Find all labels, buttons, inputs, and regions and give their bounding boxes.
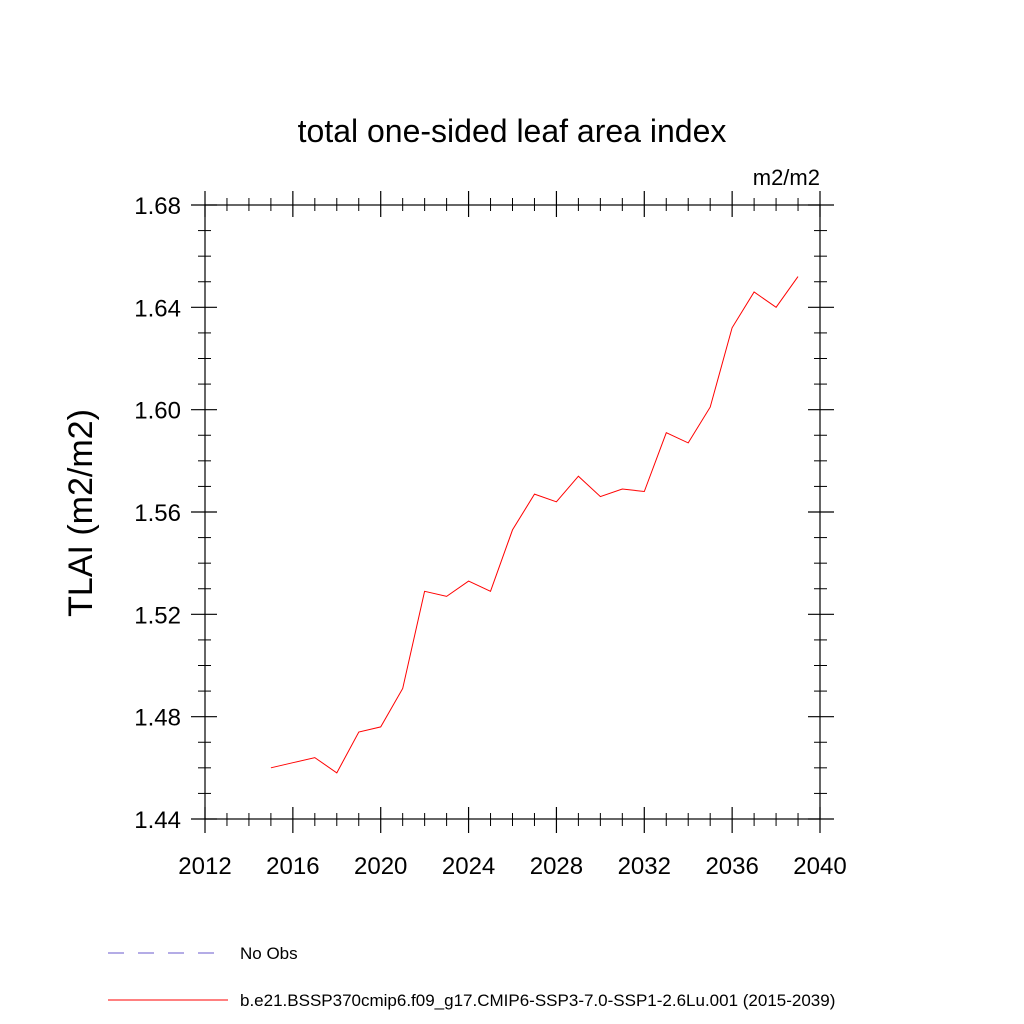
y-tick-label: 1.68 (134, 193, 181, 220)
y-tick-label: 1.52 (134, 602, 181, 629)
x-tick-label: 2020 (354, 853, 407, 880)
series-group (270, 276, 799, 774)
y-tick-label: 1.56 (134, 500, 181, 527)
x-axis-tick-labels: 2012 2016 2020 2024 2028 2032 2036 2040 (178, 853, 846, 880)
x-tick-label: 2012 (178, 853, 231, 880)
units-label: m2/m2 (753, 165, 820, 190)
y-axis-ticks (191, 204, 834, 820)
y-tick-label: 1.60 (134, 398, 181, 425)
legend-label-no-obs: No Obs (240, 944, 298, 963)
x-tick-label: 2032 (618, 853, 671, 880)
y-tick-label: 1.64 (134, 295, 181, 322)
y-axis-tick-labels: 1.44 1.48 1.52 1.56 1.60 1.64 1.68 (134, 193, 181, 834)
series-line (270, 276, 799, 774)
x-tick-label: 2028 (530, 853, 583, 880)
x-tick-label: 2036 (705, 853, 758, 880)
y-axis-label: TLAI (m2/m2) (62, 409, 100, 617)
x-axis-ticks (204, 191, 821, 833)
x-tick-label: 2040 (793, 853, 846, 880)
x-tick-label: 2024 (442, 853, 495, 880)
chart-title: total one-sided leaf area index (298, 113, 727, 149)
y-tick-label: 1.44 (134, 807, 181, 834)
legend: No Obs b.e21.BSSP370cmip6.f09_g17.CMIP6-… (108, 944, 835, 1010)
legend-label-model-run: b.e21.BSSP370cmip6.f09_g17.CMIP6-SSP3-7.… (240, 991, 835, 1010)
x-tick-label: 2016 (266, 853, 319, 880)
y-tick-label: 1.48 (134, 705, 181, 732)
plot-frame (204, 204, 821, 820)
